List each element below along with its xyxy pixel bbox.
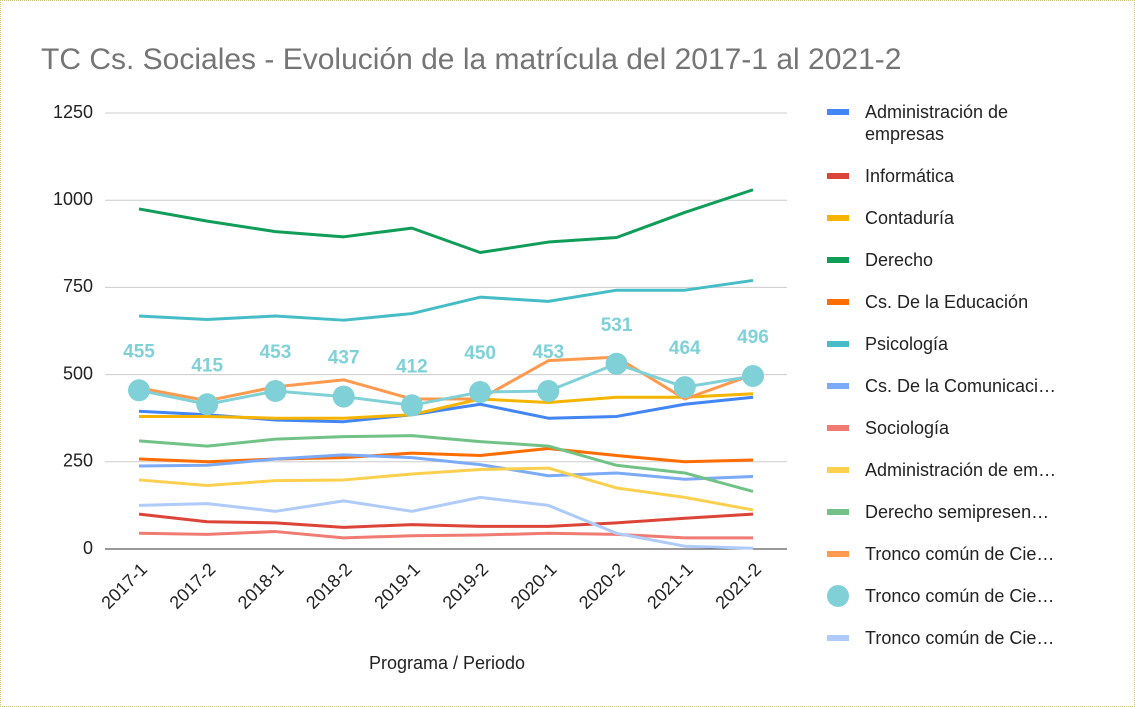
point: [673, 376, 696, 399]
point: [742, 364, 764, 387]
legend-item: Tronco común de Cie…: [827, 543, 1059, 585]
legend-label: Administración de em…: [865, 460, 1057, 480]
x-tick-label: 2018-1: [234, 559, 288, 613]
series-line: [138, 466, 754, 512]
legend-label: Tronco común de Cie…: [865, 544, 1055, 564]
legend-swatch: [827, 101, 849, 123]
data-label: 496: [737, 327, 769, 348]
legend-item: Informática: [827, 165, 1059, 207]
x-tick-label: 2017-2: [166, 559, 220, 613]
chart-title: TC Cs. Sociales - Evolución de la matríc…: [41, 43, 901, 76]
legend-swatch: [827, 207, 849, 229]
legend-label: Sociología: [865, 418, 950, 438]
legend-item: Cs. De la Comunicaci…: [827, 375, 1059, 417]
point: [537, 379, 560, 402]
x-tick-label: 2020-1: [507, 559, 561, 613]
legend-item: Tronco común de Cie…: [827, 585, 1059, 627]
data-label: 453: [532, 342, 564, 363]
legend-swatch: [827, 627, 849, 649]
y-tick-label: 0: [83, 538, 93, 558]
legend-label: Contaduría: [865, 208, 955, 228]
legend-label: Administración de empresas: [865, 102, 1009, 144]
series-line: [138, 447, 754, 464]
data-label: 455: [123, 341, 155, 362]
data-label: 464: [669, 338, 701, 359]
series-line: [138, 362, 754, 407]
x-tick-label: 2019-2: [439, 559, 493, 613]
y-tick-label: 500: [63, 363, 93, 383]
legend-swatch: [827, 417, 849, 439]
series-line: [139, 392, 754, 420]
x-axis-label: Programa / Periodo: [369, 653, 525, 673]
point: [196, 393, 219, 416]
series-line: [138, 495, 754, 550]
y-tick-label: 250: [63, 451, 93, 471]
legend-swatch: [827, 291, 849, 313]
legend-swatch: [827, 375, 849, 397]
legend-swatch: [827, 543, 849, 565]
x-tick-label: 2019-1: [370, 559, 424, 613]
data-label: 437: [328, 348, 360, 369]
series-line: [138, 188, 754, 255]
point: [264, 379, 287, 402]
data-label: 412: [396, 356, 428, 377]
legend-label: Cs. De la Comunicaci…: [865, 376, 1057, 396]
legend-label: Derecho semipresen…: [865, 502, 1050, 522]
point: [469, 381, 492, 404]
legend-label: Psicología: [865, 334, 949, 354]
y-tick-label: 1250: [53, 102, 93, 122]
x-tick-label: 2020-2: [575, 559, 629, 613]
x-tick-label: 2021-2: [711, 559, 765, 613]
x-tick-label: 2018-2: [302, 559, 356, 613]
legend-swatch: [827, 165, 849, 187]
legend-swatch: [827, 249, 849, 271]
legend-swatch: [827, 585, 849, 607]
legend-label: Informática: [865, 166, 955, 186]
legend: Administración de empresas Informática Con…: [827, 101, 1059, 669]
legend-swatch: [827, 333, 849, 355]
x-tick-label: 2017-1: [97, 559, 151, 613]
point: [332, 385, 355, 408]
series-line: [138, 278, 754, 322]
series-line: [138, 453, 754, 481]
legend-item: Sociología: [827, 417, 1059, 459]
legend-item: Cs. De la Educación: [827, 291, 1059, 333]
point: [605, 352, 628, 375]
legend-item: Derecho: [827, 249, 1059, 291]
legend-item: Administración de empresas: [827, 101, 1059, 165]
legend-label: Cs. De la Educación: [865, 292, 1029, 312]
data-label: 450: [464, 343, 496, 364]
legend-swatch: [827, 459, 849, 481]
legend-swatch: [827, 501, 849, 523]
legend-item: Psicología: [827, 333, 1059, 375]
legend-item: Administración de em…: [827, 459, 1059, 501]
series-line: [138, 434, 754, 493]
data-label: 415: [191, 355, 223, 376]
y-tick-label: 1000: [53, 189, 93, 209]
series-line: [138, 530, 753, 540]
legend-item: Contaduría: [827, 207, 1059, 249]
y-tick-label: 750: [63, 276, 93, 296]
legend-label: Tronco común de Cie…: [865, 586, 1055, 606]
legend-label: Derecho: [865, 250, 934, 270]
point: [400, 394, 423, 417]
legend-item: Tronco común de Cie…: [827, 627, 1059, 669]
legend-item: Derecho semipresen…: [827, 501, 1059, 543]
data-label: 531: [601, 315, 633, 336]
point: [128, 379, 150, 402]
series-line: [138, 512, 754, 529]
data-label: 453: [260, 342, 292, 363]
legend-label: Tronco común de Cie…: [865, 628, 1055, 648]
x-tick-label: 2021-1: [643, 559, 697, 613]
